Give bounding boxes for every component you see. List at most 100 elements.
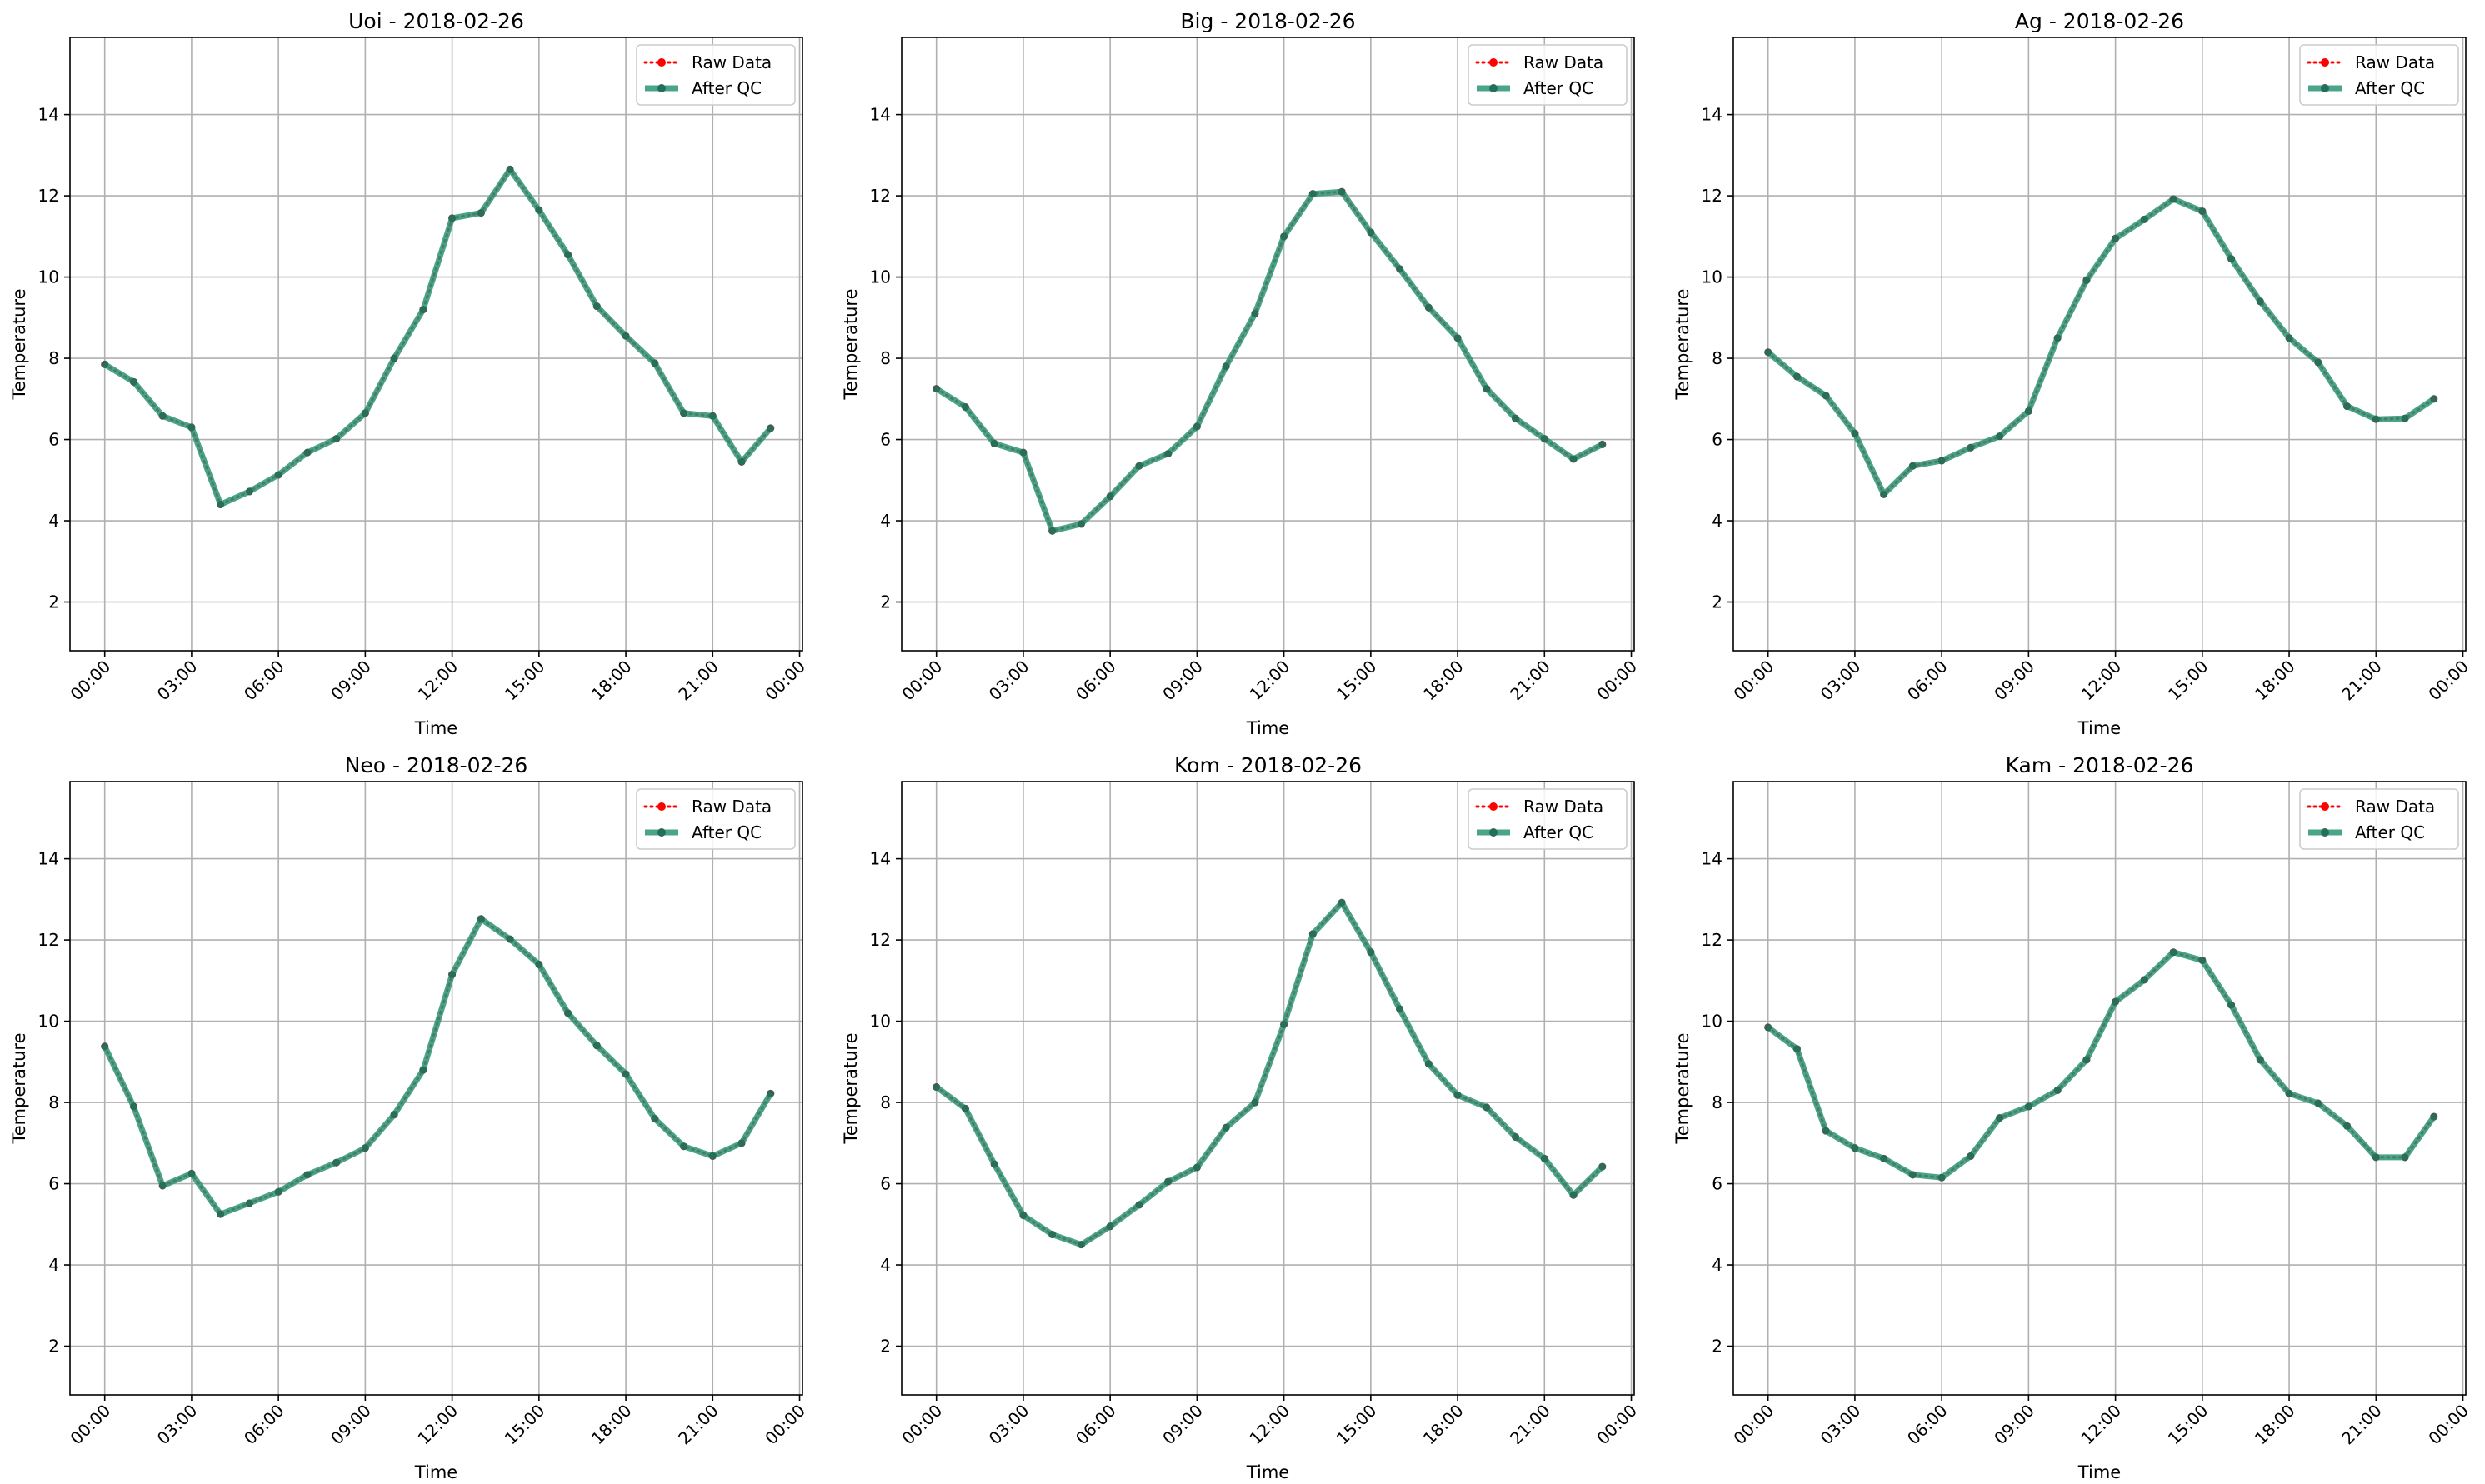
data-point-after-qc bbox=[1908, 1171, 1917, 1179]
data-point-after-qc bbox=[1996, 1114, 2004, 1122]
x-tick-label: 00:00 bbox=[1729, 657, 1778, 705]
data-point-after-qc bbox=[477, 915, 485, 923]
y-tick-label: 8 bbox=[48, 348, 59, 368]
legend-marker-raw-data bbox=[2321, 58, 2329, 67]
y-tick-label: 2 bbox=[880, 1337, 891, 1357]
x-tick-label: 18:00 bbox=[1419, 1401, 1468, 1449]
plot-area bbox=[70, 782, 802, 1395]
data-point-after-qc bbox=[961, 1104, 969, 1112]
y-tick-label: 6 bbox=[880, 1174, 891, 1194]
plot-area bbox=[1733, 782, 2466, 1395]
data-point-after-qc bbox=[1396, 1005, 1404, 1013]
data-point-after-qc bbox=[651, 359, 659, 367]
y-tick-label: 2 bbox=[1712, 592, 1722, 612]
series-line-after-qc bbox=[102, 166, 773, 507]
data-point-after-qc bbox=[217, 1210, 225, 1218]
legend: Raw Data After QC bbox=[2299, 788, 2459, 850]
y-tick-label: 6 bbox=[48, 430, 59, 450]
data-point-after-qc bbox=[1164, 450, 1172, 458]
x-tick-label: 21:00 bbox=[1506, 1401, 1554, 1449]
data-point-after-qc bbox=[680, 1142, 688, 1151]
axes-frame bbox=[901, 37, 1635, 652]
subplot-4: 2 4 6 8 10 12 14 00:00 03:00 06:00 09:00 12:00 15:00… bbox=[9, 753, 809, 1482]
data-point-after-qc bbox=[2082, 1056, 2091, 1064]
data-point-after-qc bbox=[1851, 1144, 1859, 1152]
axes-frame bbox=[69, 37, 803, 652]
subplot-6: 2 4 6 8 10 12 14 00:00 03:00 06:00 09:00 12:00 15:00… bbox=[1672, 753, 2472, 1482]
data-point-after-qc bbox=[1048, 1230, 1057, 1238]
legend-marker-raw-data bbox=[658, 802, 666, 811]
x-axis-label: Time bbox=[414, 718, 458, 738]
y-tick-label: 14 bbox=[38, 105, 59, 125]
y-tick-label: 2 bbox=[48, 592, 59, 612]
data-point-after-qc bbox=[2314, 358, 2322, 367]
data-point-after-qc bbox=[990, 1160, 998, 1168]
y-tick-label: 8 bbox=[1712, 1092, 1722, 1112]
x-tick-label: 03:00 bbox=[1817, 1401, 1865, 1449]
y-tick-label: 14 bbox=[870, 849, 891, 869]
data-point-after-qc bbox=[245, 487, 253, 496]
data-point-after-qc bbox=[1280, 232, 1288, 241]
data-point-after-qc bbox=[390, 354, 398, 362]
data-point-after-qc bbox=[1424, 1060, 1432, 1068]
x-tick-label: 03:00 bbox=[153, 657, 202, 705]
y-tick-label: 2 bbox=[880, 592, 891, 612]
data-point-after-qc bbox=[1048, 527, 1057, 535]
subplot-title: Big - 2018-02-26 bbox=[1180, 9, 1355, 33]
data-point-after-qc bbox=[1453, 1091, 1462, 1099]
data-point-after-qc bbox=[1512, 414, 1520, 422]
data-point-after-qc bbox=[274, 1187, 282, 1196]
data-point-after-qc bbox=[1106, 1222, 1114, 1231]
x-tick-label: 00:00 bbox=[66, 1401, 114, 1449]
y-tick-label: 6 bbox=[1712, 1174, 1722, 1194]
y-tick-label: 10 bbox=[870, 267, 891, 287]
legend-label-after-qc: After QC bbox=[692, 822, 762, 842]
data-point-after-qc bbox=[2401, 414, 2409, 422]
y-tick-label: 6 bbox=[1712, 430, 1722, 450]
x-tick-label: 03:00 bbox=[985, 1401, 1033, 1449]
data-point-after-qc bbox=[2140, 976, 2148, 984]
data-point-after-qc bbox=[2112, 234, 2120, 242]
subplot-title: Kam - 2018-02-26 bbox=[2006, 753, 2194, 777]
legend-label-after-qc: After QC bbox=[1523, 78, 1593, 98]
data-point-after-qc bbox=[2198, 207, 2207, 216]
data-point-after-qc bbox=[506, 165, 514, 173]
data-point-after-qc bbox=[1938, 1173, 1946, 1182]
y-tick-label: 12 bbox=[38, 186, 59, 206]
data-point-after-qc bbox=[1569, 455, 1578, 463]
data-point-after-qc bbox=[592, 1042, 601, 1050]
x-tick-label: 00:00 bbox=[1592, 1401, 1641, 1449]
subplot-2: 2 4 6 8 10 12 14 00:00 03:00 06:00 09:00 12:00 15:00… bbox=[841, 9, 1641, 738]
axes-frame bbox=[1732, 781, 2467, 1396]
subplot-1: 2 4 6 8 10 12 14 00:00 03:00 06:00 09:00 12:00 15:00… bbox=[9, 9, 809, 738]
x-tick-label: 15:00 bbox=[501, 1401, 549, 1449]
data-point-after-qc bbox=[129, 1102, 138, 1111]
x-axis-label: Time bbox=[1246, 718, 1289, 738]
data-point-after-qc bbox=[535, 960, 543, 968]
data-point-after-qc bbox=[2198, 956, 2207, 964]
data-point-after-qc bbox=[188, 423, 196, 432]
data-point-after-qc bbox=[390, 1111, 398, 1119]
y-axis-label: Temperature bbox=[841, 288, 861, 400]
data-point-after-qc bbox=[767, 1089, 775, 1097]
data-point-after-qc bbox=[2285, 1089, 2293, 1097]
data-point-after-qc bbox=[1077, 520, 1085, 528]
data-point-after-qc bbox=[1192, 422, 1201, 431]
x-tick-label: 09:00 bbox=[1158, 1401, 1207, 1449]
subplot-title: Uoi - 2018-02-26 bbox=[348, 9, 524, 33]
legend-marker-raw-data bbox=[658, 58, 666, 67]
data-point-after-qc bbox=[1338, 187, 1346, 196]
y-tick-label: 6 bbox=[48, 1174, 59, 1194]
data-point-after-qc bbox=[2343, 402, 2352, 411]
data-point-after-qc bbox=[738, 457, 746, 466]
data-point-after-qc bbox=[738, 1139, 746, 1147]
data-point-after-qc bbox=[1967, 1152, 1975, 1160]
x-tick-label: 18:00 bbox=[2251, 657, 2299, 705]
data-point-after-qc bbox=[303, 1171, 312, 1179]
x-tick-label: 06:00 bbox=[1903, 1401, 1952, 1449]
data-point-after-qc bbox=[622, 332, 630, 340]
y-tick-label: 12 bbox=[38, 930, 59, 950]
legend: Raw Data After QC bbox=[1468, 44, 1628, 106]
data-point-after-qc bbox=[767, 424, 775, 432]
